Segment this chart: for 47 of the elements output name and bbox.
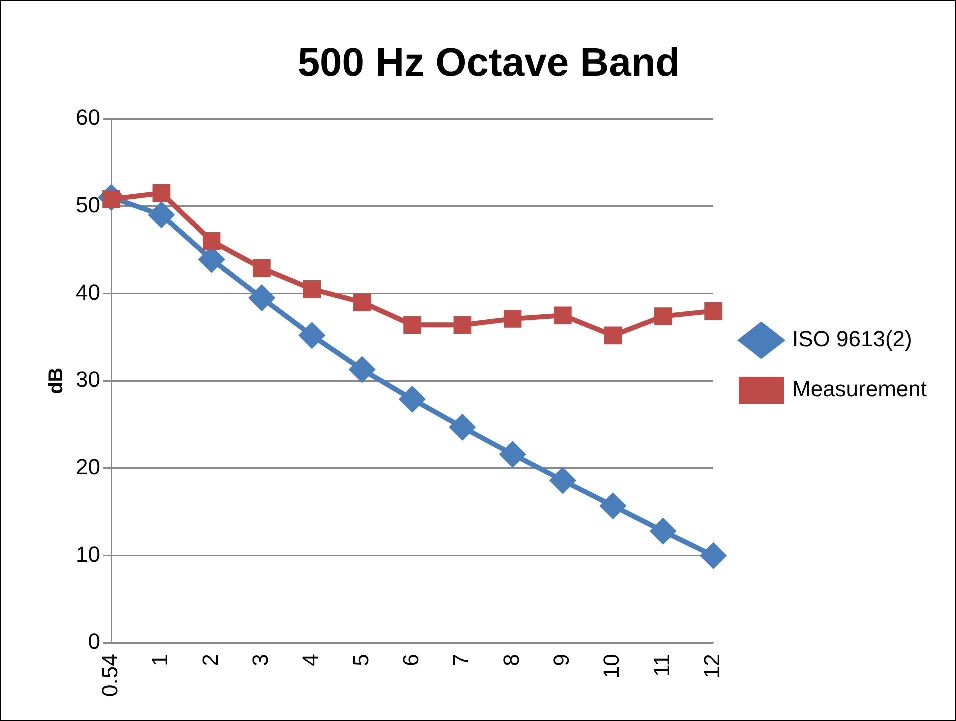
y-tick-label: 30 [76, 367, 100, 392]
point [404, 316, 422, 334]
point [152, 184, 171, 202]
legend-label: ISO 9613(2) [792, 326, 912, 352]
point [600, 494, 626, 519]
point [454, 316, 472, 334]
y-tick-label: 50 [76, 192, 100, 218]
x-tick-label: 11 [649, 654, 674, 678]
point [554, 306, 572, 324]
x-tick-label: 8 [498, 654, 524, 666]
y-tick-label: 40 [76, 280, 100, 305]
y-tick-label: 20 [76, 454, 100, 480]
point [500, 442, 526, 467]
point [353, 294, 372, 312]
chart-title: 500 Hz Octave Band [298, 41, 680, 86]
x-tick-label: 1 [148, 654, 173, 666]
x-tick-label: 9 [549, 654, 574, 666]
point [350, 357, 375, 382]
point [504, 310, 522, 328]
point [253, 260, 271, 278]
x-tick-label: 7 [448, 654, 474, 666]
y-axis-title: dB [46, 368, 68, 394]
x-tick-label: 3 [248, 654, 274, 666]
point [654, 308, 672, 326]
point [149, 202, 174, 228]
point [300, 323, 325, 348]
x-tick-label: 6 [398, 654, 424, 666]
point [704, 302, 722, 320]
point [400, 386, 425, 412]
y-tick-label: 60 [76, 105, 100, 130]
point [303, 280, 322, 298]
point [650, 518, 676, 544]
x-tick-label: 4 [298, 654, 324, 666]
point [450, 414, 476, 440]
point [550, 468, 576, 494]
point [202, 232, 221, 250]
point [604, 326, 622, 345]
legend-label: Measurement [792, 376, 928, 402]
y-tick-label: 10 [76, 542, 100, 567]
point [700, 543, 726, 568]
x-tick-label: 10 [599, 654, 624, 679]
x-tick-label: 5 [348, 654, 374, 666]
y-tick-label: 0 [88, 629, 100, 654]
x-tick-label: 0.54 [98, 654, 123, 698]
x-tick-label: 2 [198, 654, 223, 666]
x-tick-label: 12 [700, 654, 725, 679]
point [249, 286, 274, 311]
